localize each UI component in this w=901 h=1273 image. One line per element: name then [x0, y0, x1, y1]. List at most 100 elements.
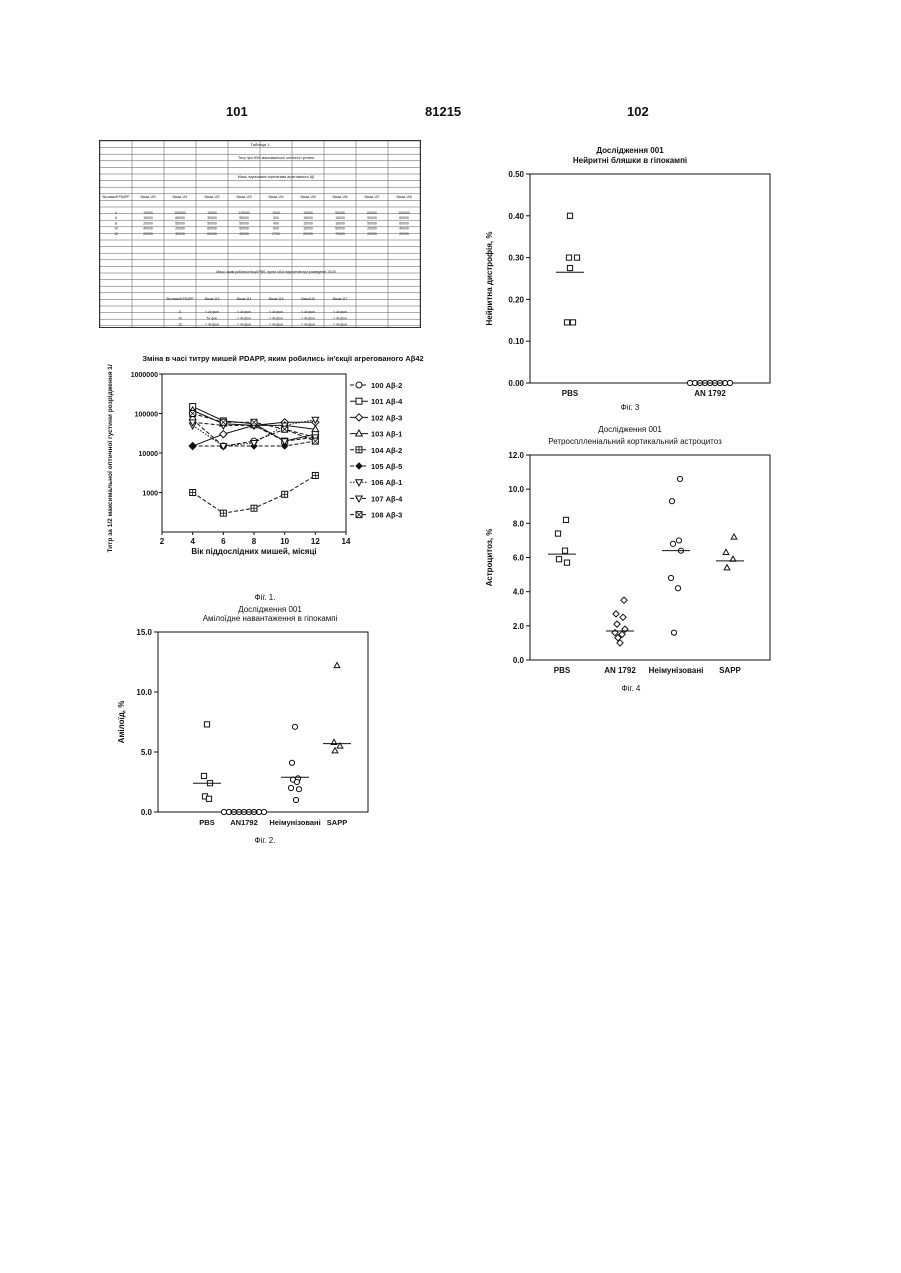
fig1-caption: Фіг. 1.: [250, 593, 280, 602]
table-cell-2: < 4x фон: [333, 310, 346, 314]
fig1-legend-label: 106 Аβ-1: [371, 478, 402, 487]
fig1-data-point: [282, 491, 288, 497]
table-cell: 70000: [335, 232, 345, 236]
fig3-category-label: AN 1792: [694, 389, 726, 398]
table-col-header: Миша 108: [397, 195, 412, 199]
fig1-legend-marker: [356, 398, 362, 404]
table-col-header-2: Миша 114: [237, 297, 252, 301]
table-cell: 20000: [399, 232, 409, 236]
table-col-header: Миша 107: [365, 195, 380, 199]
fig1-legend-label: 105 Аβ-5: [371, 462, 402, 471]
patent-number: 81215: [425, 104, 461, 119]
fig3-y-tick-label: 0.20: [508, 295, 524, 304]
table-cell: 15000: [335, 216, 345, 220]
table-title: Таблиця 1: [251, 142, 271, 147]
table-cell: 50000: [239, 221, 249, 225]
table-col-header: Миша 101: [173, 195, 188, 199]
table-cell: 70000: [143, 211, 153, 215]
fig4-y-axis-label: Астроцитоз, %: [485, 529, 494, 587]
fig1-data-point: [190, 490, 196, 496]
fig3-data-point: [564, 320, 569, 325]
table-cell: 50000: [335, 227, 345, 231]
fig4-title-line1: Дослідження 001: [560, 425, 700, 435]
fig1-x-tick-label: 12: [311, 537, 320, 546]
fig1-legend-marker: [356, 382, 362, 388]
table-section1-header: Титр при 50% максимальної оптичної густи…: [238, 156, 314, 160]
fig4-caption: Фіг. 4: [616, 684, 646, 693]
fig4-data-point: [731, 534, 737, 539]
fig2-category-label: PBS: [199, 818, 214, 827]
fig1-legend-label: 107 Аβ-4: [371, 494, 403, 503]
table-cell: 60000: [207, 227, 217, 231]
table-cell: 50000: [207, 221, 217, 225]
fig2-data-point: [334, 662, 340, 667]
table-col-header-2: Миша 113: [205, 297, 220, 301]
fig4-data-point: [564, 560, 569, 565]
table-col-header-2: Миша 115: [269, 297, 284, 301]
fig3-plot-frame: [530, 174, 770, 383]
fig1-y-tick-label: 1000000: [131, 372, 158, 379]
table-cell: 20000: [303, 232, 313, 236]
fig2-data-point: [293, 797, 298, 802]
table-cell: 15000: [143, 216, 153, 220]
table-cell: 50000: [335, 211, 345, 215]
fig4-data-point: [670, 541, 675, 546]
table-cell-2: 6: [179, 310, 181, 314]
fig1-legend-label: 100 Аβ-2: [371, 381, 402, 390]
fig3-y-tick-label: 0.10: [508, 337, 524, 346]
fig2-category-label: AN1792: [230, 818, 258, 827]
table-cell: 40000: [399, 227, 409, 231]
fig1-data-point: [312, 472, 318, 478]
fig3-data-point: [687, 380, 692, 385]
page-number-right: 102: [627, 104, 649, 119]
fig4-category-label: Неімунізовані: [649, 666, 704, 675]
fig4-y-tick-label: 12.0: [508, 451, 524, 460]
table-cell-2: < 4x фон: [333, 316, 346, 320]
table-cell: 400: [273, 221, 279, 225]
fig4-data-point: [613, 611, 619, 617]
fig3-title-line1: Дослідження 001: [560, 146, 700, 156]
fig3-y-tick-label: 0.50: [508, 170, 524, 179]
fig1-data-point: [220, 431, 227, 438]
fig4-y-tick-label: 0.0: [513, 656, 525, 665]
fig3-series: [556, 213, 584, 325]
fig1-data-point: [282, 426, 288, 432]
fig4-data-point: [671, 630, 676, 635]
table-cell: 15000: [303, 216, 313, 220]
fig1-legend-marker: [356, 430, 363, 436]
fig2-chart: 0.05.010.015.0PBSAN1792НеімунізованіSAPP…: [112, 624, 374, 834]
fig2-y-tick-label: 10.0: [136, 688, 152, 697]
fig3-caption: Фіг. 3: [615, 403, 645, 412]
table-cell: 120000: [238, 211, 249, 215]
fig1-x-tick-label: 8: [252, 537, 257, 546]
table-cell: 60000: [367, 211, 377, 215]
table-cell: 40000: [143, 227, 153, 231]
fig3-data-point: [574, 255, 579, 260]
fig4-data-point: [723, 549, 729, 554]
fig4-y-tick-label: 4.0: [513, 588, 525, 597]
fig2-data-point: [261, 809, 266, 814]
fig1-x-tick-label: 4: [190, 537, 195, 546]
fig1-x-tick-label: 14: [342, 537, 351, 546]
fig3-data-point: [570, 320, 575, 325]
fig2-data-point: [292, 724, 297, 729]
fig4-y-tick-label: 2.0: [513, 622, 525, 631]
fig2-data-point: [201, 773, 206, 778]
fig2-data-point: [294, 779, 299, 784]
fig2-data-point: [221, 809, 226, 814]
table-cell: 50000: [367, 216, 377, 220]
fig3-data-point: [567, 265, 572, 270]
fig1-series: [190, 472, 319, 516]
table-col-header-2: Миша 117: [333, 297, 348, 301]
table-cell: 15000: [303, 221, 313, 225]
table-cell: 150000: [174, 211, 185, 215]
fig1-legend-marker: [355, 414, 362, 421]
fig4-y-tick-label: 8.0: [513, 519, 525, 528]
fig2-data-point: [289, 760, 294, 765]
fig2-series: [193, 722, 221, 802]
fig2-data-point: [288, 785, 293, 790]
fig3-series: [687, 380, 732, 385]
fig2-series: [221, 809, 266, 814]
fig3-category-label: PBS: [562, 389, 579, 398]
table-col-header-2: Вік мишей PDAPP: [167, 297, 194, 301]
